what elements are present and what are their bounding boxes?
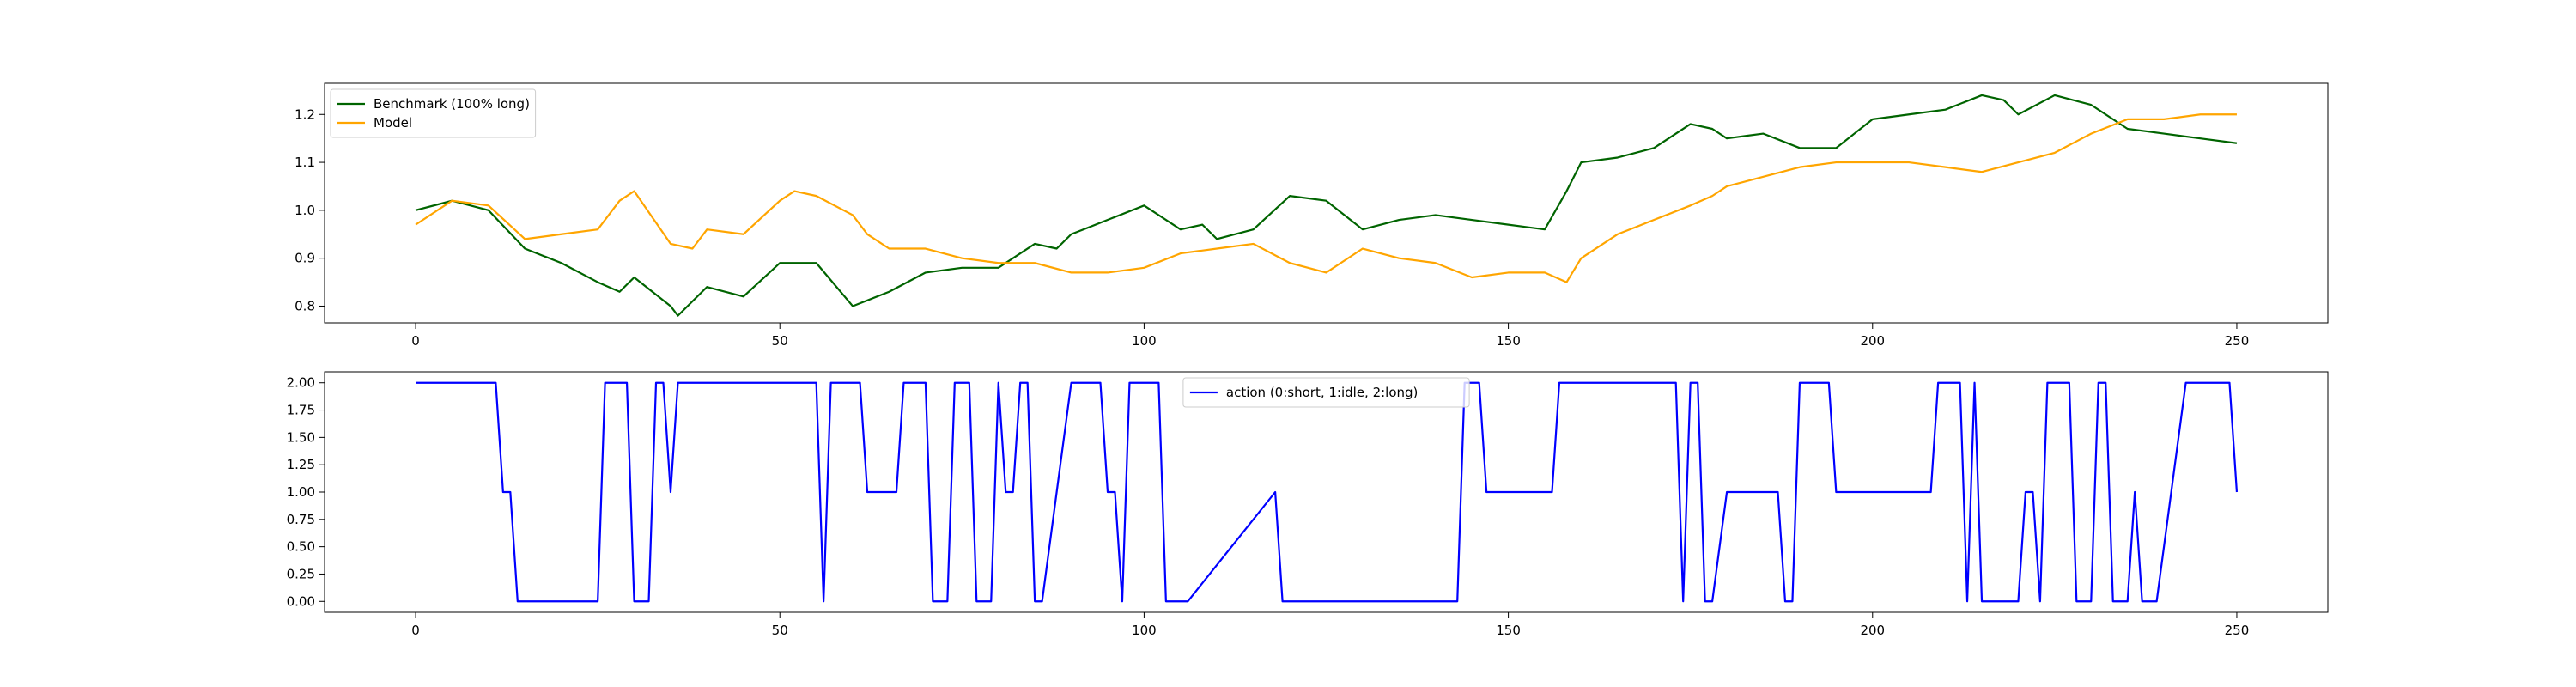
y-tick-label: 1.75 [287, 403, 315, 418]
x-tick-label: 250 [2225, 333, 2250, 349]
y-tick-label: 0.00 [287, 593, 315, 609]
y-tick-label: 0.9 [295, 251, 315, 266]
bottom-axes-plot-area [416, 381, 2239, 603]
legend-label-0: action (0:short, 1:idle, 2:long) [1226, 385, 1419, 400]
legend-label-1: Model [374, 115, 412, 131]
y-tick-label: 1.1 [295, 155, 315, 170]
x-tick-label: 100 [1132, 623, 1157, 638]
x-tick-label: 200 [1860, 623, 1885, 638]
series-line-0 [416, 381, 2239, 603]
bottom-axes-ticks: 0 50 100 150 200 250 0.00 0.25 0.50 0.75 1.00 1.25 1… [287, 375, 2250, 638]
y-tick-label: 1.00 [287, 484, 315, 500]
top-panel: 0 50 100 150 200 250 0.8 0.9 1.0 1.1 1.2 Benchmark… [295, 82, 2329, 349]
bottom-panel: 0 50 100 150 200 250 0.00 0.25 0.50 0.75 1.00 1.25 1… [287, 371, 2329, 638]
y-tick-label: 0.25 [287, 566, 315, 581]
x-tick-label: 100 [1132, 333, 1157, 349]
legend-box [1182, 377, 1470, 408]
y-tick-label: 2.00 [287, 375, 315, 391]
x-tick-label: 150 [1496, 333, 1521, 349]
x-tick-label: 50 [772, 623, 788, 638]
x-tick-label: 150 [1496, 623, 1521, 638]
x-tick-label: 250 [2225, 623, 2250, 638]
y-tick-label: 0.8 [295, 298, 315, 313]
y-tick-label: 0.50 [287, 539, 315, 555]
x-tick-label: 0 [411, 623, 420, 638]
top-axes-ticks: 0 50 100 150 200 250 0.8 0.9 1.0 1.1 1.2 [295, 106, 2249, 349]
bottom-legend: action (0:short, 1:idle, 2:long) [1182, 377, 1470, 408]
x-tick-label: 200 [1860, 333, 1885, 349]
top-axes-plot-area [415, 94, 2238, 317]
y-tick-label: 1.0 [295, 203, 315, 218]
series-line-0 [415, 94, 2238, 317]
top-axes-frame [324, 82, 2329, 324]
legend-box [330, 88, 537, 138]
x-tick-label: 50 [772, 333, 788, 349]
x-tick-label: 0 [411, 333, 420, 349]
legend-label-0: Benchmark (100% long) [374, 96, 530, 112]
y-tick-label: 0.75 [287, 512, 315, 527]
series-line-1 [415, 113, 2237, 283]
y-tick-label: 1.50 [287, 429, 315, 445]
y-tick-label: 1.25 [287, 457, 315, 472]
y-tick-label: 1.2 [295, 106, 315, 122]
top-legend: Benchmark (100% long) Model [330, 88, 537, 138]
